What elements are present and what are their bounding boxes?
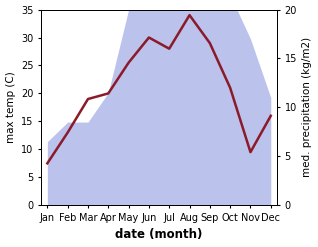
X-axis label: date (month): date (month) <box>115 228 203 242</box>
Y-axis label: max temp (C): max temp (C) <box>5 72 16 143</box>
Y-axis label: med. precipitation (kg/m2): med. precipitation (kg/m2) <box>302 37 313 177</box>
